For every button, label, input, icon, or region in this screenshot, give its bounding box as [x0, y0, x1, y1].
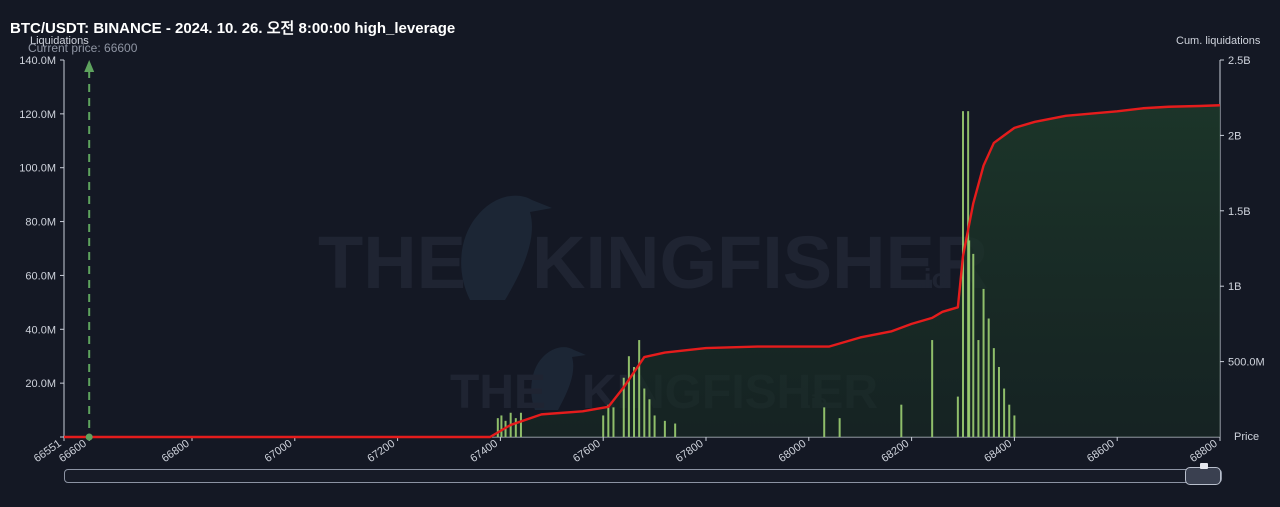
- liquidation-bar: [900, 404, 903, 437]
- y-left-tick-label: 40.0M: [25, 324, 56, 336]
- y-left-tick-label: 80.0M: [25, 217, 56, 229]
- x-tick-label: 66551: [32, 438, 64, 465]
- liquidation-bar: [627, 356, 630, 437]
- liquidation-bar: [987, 318, 990, 437]
- liquidation-bar: [1013, 415, 1016, 437]
- current-price-marker: [84, 60, 95, 441]
- watermark-small-text-the: THE: [450, 366, 546, 419]
- liquidation-bar: [653, 415, 656, 437]
- y-right-tick-label: 1.5B: [1228, 206, 1251, 218]
- liquidation-bar: [519, 412, 522, 437]
- x-tick-label: 68800: [1188, 438, 1220, 465]
- x-tick-label: 66600: [57, 438, 89, 465]
- liquidation-bar: [823, 407, 826, 437]
- y-right-tick-label: 2B: [1228, 130, 1241, 142]
- y-left-tick-label: 120.0M: [19, 109, 56, 121]
- x-tick-label: 67800: [674, 438, 706, 465]
- y-left-tick-label: 20.0M: [25, 378, 56, 390]
- y-axis-left-ticks: 20.0M 40.0M 60.0M 80.0M 100.0M 120.0M 140.0M: [19, 55, 64, 438]
- current-price-label: Current price: 66600: [28, 41, 138, 55]
- y-left-tick-label: 140.0M: [19, 55, 56, 67]
- x-tick-label: 67000: [263, 438, 295, 465]
- x-tick-label: 68400: [982, 438, 1014, 465]
- liquidation-bar: [612, 407, 615, 437]
- cum-liquidations-area: [490, 105, 1220, 438]
- liquidation-bar: [961, 111, 964, 438]
- liquidation-bar: [514, 418, 517, 437]
- liquidation-bar: [977, 340, 980, 437]
- x-tick-label: 68000: [777, 438, 809, 465]
- kingfisher-small-logo-icon: [531, 347, 586, 410]
- y-axis-right-ticks: 500.0M 1B 1.5B 2B 2.5B: [1220, 55, 1265, 369]
- y-right-tick-label: 1B: [1228, 281, 1241, 293]
- range-scrollbar-track[interactable]: [64, 469, 1222, 483]
- liquidation-bar: [982, 288, 985, 437]
- range-scrollbar-thumb[interactable]: [1185, 467, 1221, 485]
- cum-liquidations-line: [64, 104, 1221, 439]
- liquidation-bar: [1003, 388, 1006, 437]
- y-right-tick-label: 500.0M: [1228, 357, 1265, 369]
- liquidation-bar: [972, 253, 975, 437]
- x-tick-label: 67400: [468, 438, 500, 465]
- y-axis-left-title: Liquidations: [30, 35, 89, 47]
- current-price-dot: [85, 433, 93, 441]
- watermark-text-io: .io: [916, 263, 949, 294]
- liquidation-bar: [931, 340, 934, 437]
- y-left-tick-label: 100.0M: [19, 163, 56, 175]
- liquidation-bar: [500, 415, 503, 437]
- kingfisher-logo-icon: [461, 195, 552, 300]
- range-scrollbar-grip-icon[interactable]: [1200, 463, 1208, 469]
- liquidation-bars: [496, 111, 1016, 438]
- x-tick-label: 67200: [365, 438, 397, 465]
- y-right-tick-label: 2.5B: [1228, 55, 1251, 67]
- x-tick-label: 68600: [1085, 438, 1117, 465]
- liquidation-bar: [967, 111, 970, 438]
- y-left-tick-label: 60.0M: [25, 270, 56, 282]
- liquidation-bar: [607, 404, 610, 437]
- x-axis-title: Price: [1234, 431, 1259, 443]
- liquidation-bar: [1008, 404, 1011, 437]
- liquidation-bar: [622, 377, 625, 437]
- liquidation-bar: [968, 240, 971, 437]
- watermark-text-kingfisher: KINGFISHER: [532, 221, 988, 304]
- x-tick-label: 66800: [160, 438, 192, 465]
- x-tick-label: 68200: [879, 438, 911, 465]
- liquidation-bar: [674, 423, 677, 437]
- liquidation-bar: [602, 415, 605, 437]
- liquidation-bar: [663, 420, 666, 437]
- liquidation-bar: [997, 366, 1000, 437]
- liquidation-bar: [643, 388, 646, 437]
- x-tick-label: 67600: [571, 438, 603, 465]
- liquidation-bar: [992, 348, 995, 437]
- chart-title: BTC/USDT: BINANCE - 2024. 10. 26. 오전 8:0…: [10, 20, 456, 37]
- liquidation-bar: [648, 399, 651, 437]
- liquidation-bar: [496, 418, 499, 437]
- liquidation-bar: [638, 340, 641, 437]
- y-axis-right-title: Cum. liquidations: [1176, 35, 1261, 47]
- liquidation-bar: [633, 366, 636, 437]
- watermark-text-the: THE: [318, 221, 466, 304]
- current-price-arrow-icon: [84, 60, 95, 72]
- watermark-large: THE KINGFISHER .io: [318, 195, 988, 304]
- liquidation-bar: [838, 418, 841, 437]
- liquidation-bar: [956, 396, 959, 437]
